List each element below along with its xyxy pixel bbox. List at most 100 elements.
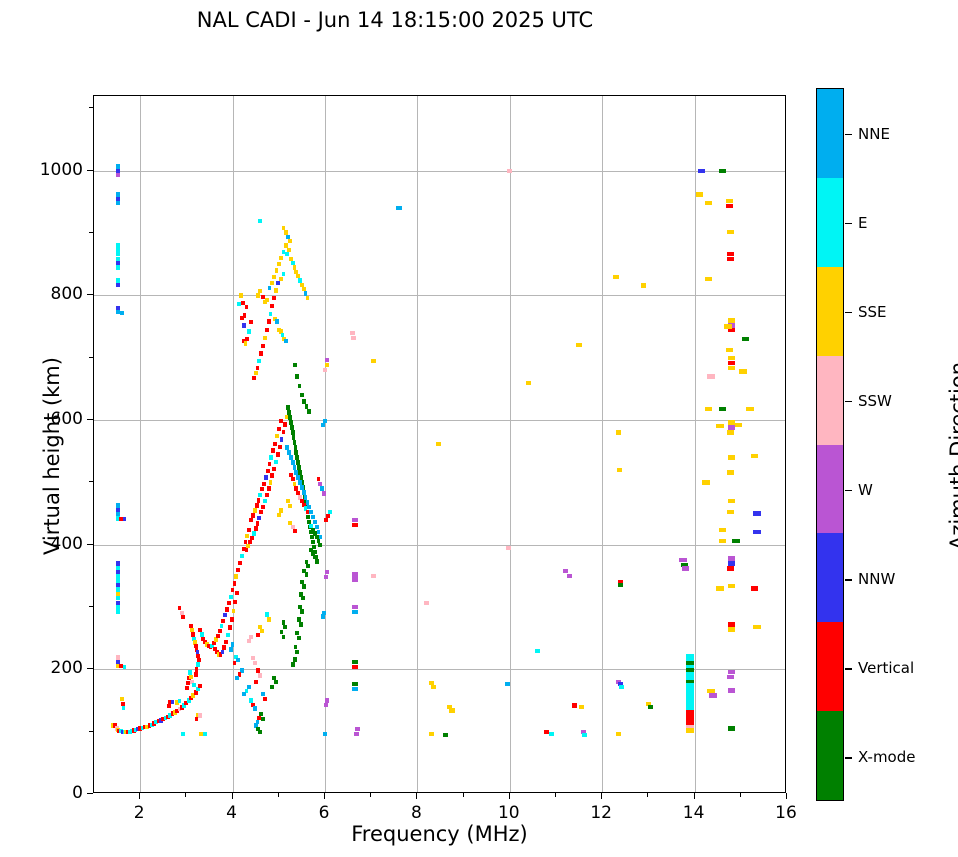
data-point: [197, 657, 202, 663]
data-point: [292, 265, 297, 270]
data-point: [725, 198, 733, 203]
data-point: [270, 303, 275, 309]
x-axis-tick: [462, 793, 464, 797]
data-point: [287, 410, 291, 415]
data-point: [189, 674, 193, 680]
data-point: [262, 481, 266, 486]
data-point: [258, 624, 263, 630]
data-point: [253, 679, 258, 684]
data-point: [686, 724, 694, 729]
data-point: [323, 419, 327, 424]
data-point: [186, 680, 191, 686]
data-point: [194, 717, 199, 722]
data-point: [320, 486, 325, 491]
data-point: [284, 338, 289, 344]
data-point: [283, 624, 288, 630]
data-point: [190, 627, 194, 633]
y-axis-tick: [89, 232, 93, 234]
data-point: [198, 684, 203, 689]
data-point: [286, 498, 290, 504]
page-title: NAL CADI - Jun 14 18:15:00 2025 UTC: [196, 8, 594, 32]
data-point: [272, 675, 277, 681]
data-point: [253, 371, 258, 376]
data-point: [726, 229, 735, 235]
data-point: [116, 168, 120, 173]
data-point: [249, 517, 253, 522]
data-point: [230, 588, 235, 593]
data-point: [258, 218, 263, 223]
data-point: [256, 293, 260, 298]
data-point: [507, 168, 513, 173]
data-point: [704, 277, 713, 282]
data-point: [616, 679, 622, 684]
data-point: [298, 480, 302, 485]
data-point: [116, 282, 120, 288]
data-point: [251, 531, 256, 536]
data-point: [116, 578, 120, 584]
data-point: [210, 643, 215, 648]
data-point: [116, 516, 120, 521]
data-point: [154, 720, 159, 725]
data-point: [268, 311, 273, 317]
data-point: [263, 498, 267, 504]
data-point: [447, 704, 453, 709]
data-point: [299, 592, 303, 597]
data-point: [325, 363, 330, 368]
data-point: [120, 701, 125, 706]
gridlines: [94, 96, 785, 792]
data-point: [116, 507, 120, 512]
data-point: [299, 622, 303, 627]
x-axis-tick: [231, 793, 233, 799]
data-point: [281, 225, 286, 231]
y-axis-tick: [89, 730, 93, 732]
data-point: [704, 406, 713, 412]
data-point: [172, 710, 177, 715]
data-point: [281, 634, 286, 640]
data-point: [581, 729, 587, 734]
data-point: [707, 374, 715, 379]
x-axis-tick-label: 12: [590, 803, 613, 823]
data-point: [188, 670, 192, 675]
data-point: [718, 538, 727, 544]
data-point: [246, 543, 251, 549]
data-point: [263, 697, 267, 702]
data-point: [325, 570, 330, 575]
x-axis-tick-label: 6: [318, 803, 330, 823]
data-point: [324, 517, 328, 522]
data-point: [299, 475, 303, 480]
colorbar-tick: [845, 757, 852, 759]
data-point: [260, 487, 265, 492]
data-point: [525, 380, 531, 385]
data-point: [302, 584, 307, 589]
data-point: [274, 268, 279, 273]
data-point: [232, 660, 237, 666]
data-point: [116, 561, 120, 566]
data-point: [116, 512, 120, 517]
data-point: [686, 713, 694, 718]
data-point: [116, 201, 120, 206]
data-point: [288, 420, 293, 425]
data-point: [309, 530, 314, 535]
colorbar-tick: [845, 133, 852, 135]
colorbar-segment-nne: [817, 89, 843, 178]
data-point: [295, 649, 300, 655]
data-point: [249, 698, 253, 703]
data-point: [161, 717, 166, 722]
data-point: [295, 374, 300, 379]
x-axis-tick: [185, 793, 187, 797]
data-point: [195, 712, 200, 718]
data-point: [303, 506, 308, 511]
data-point: [259, 712, 264, 717]
data-point: [615, 732, 621, 737]
data-point: [292, 465, 297, 470]
data-point: [269, 455, 274, 460]
data-point: [278, 419, 283, 424]
data-point: [280, 333, 285, 338]
data-point: [255, 521, 260, 526]
x-axis-tick: [647, 793, 649, 797]
data-point: [716, 586, 724, 591]
x-axis-tick-label: 2: [133, 803, 145, 823]
data-point: [275, 319, 279, 324]
data-point: [298, 278, 302, 283]
data-point: [175, 708, 180, 714]
